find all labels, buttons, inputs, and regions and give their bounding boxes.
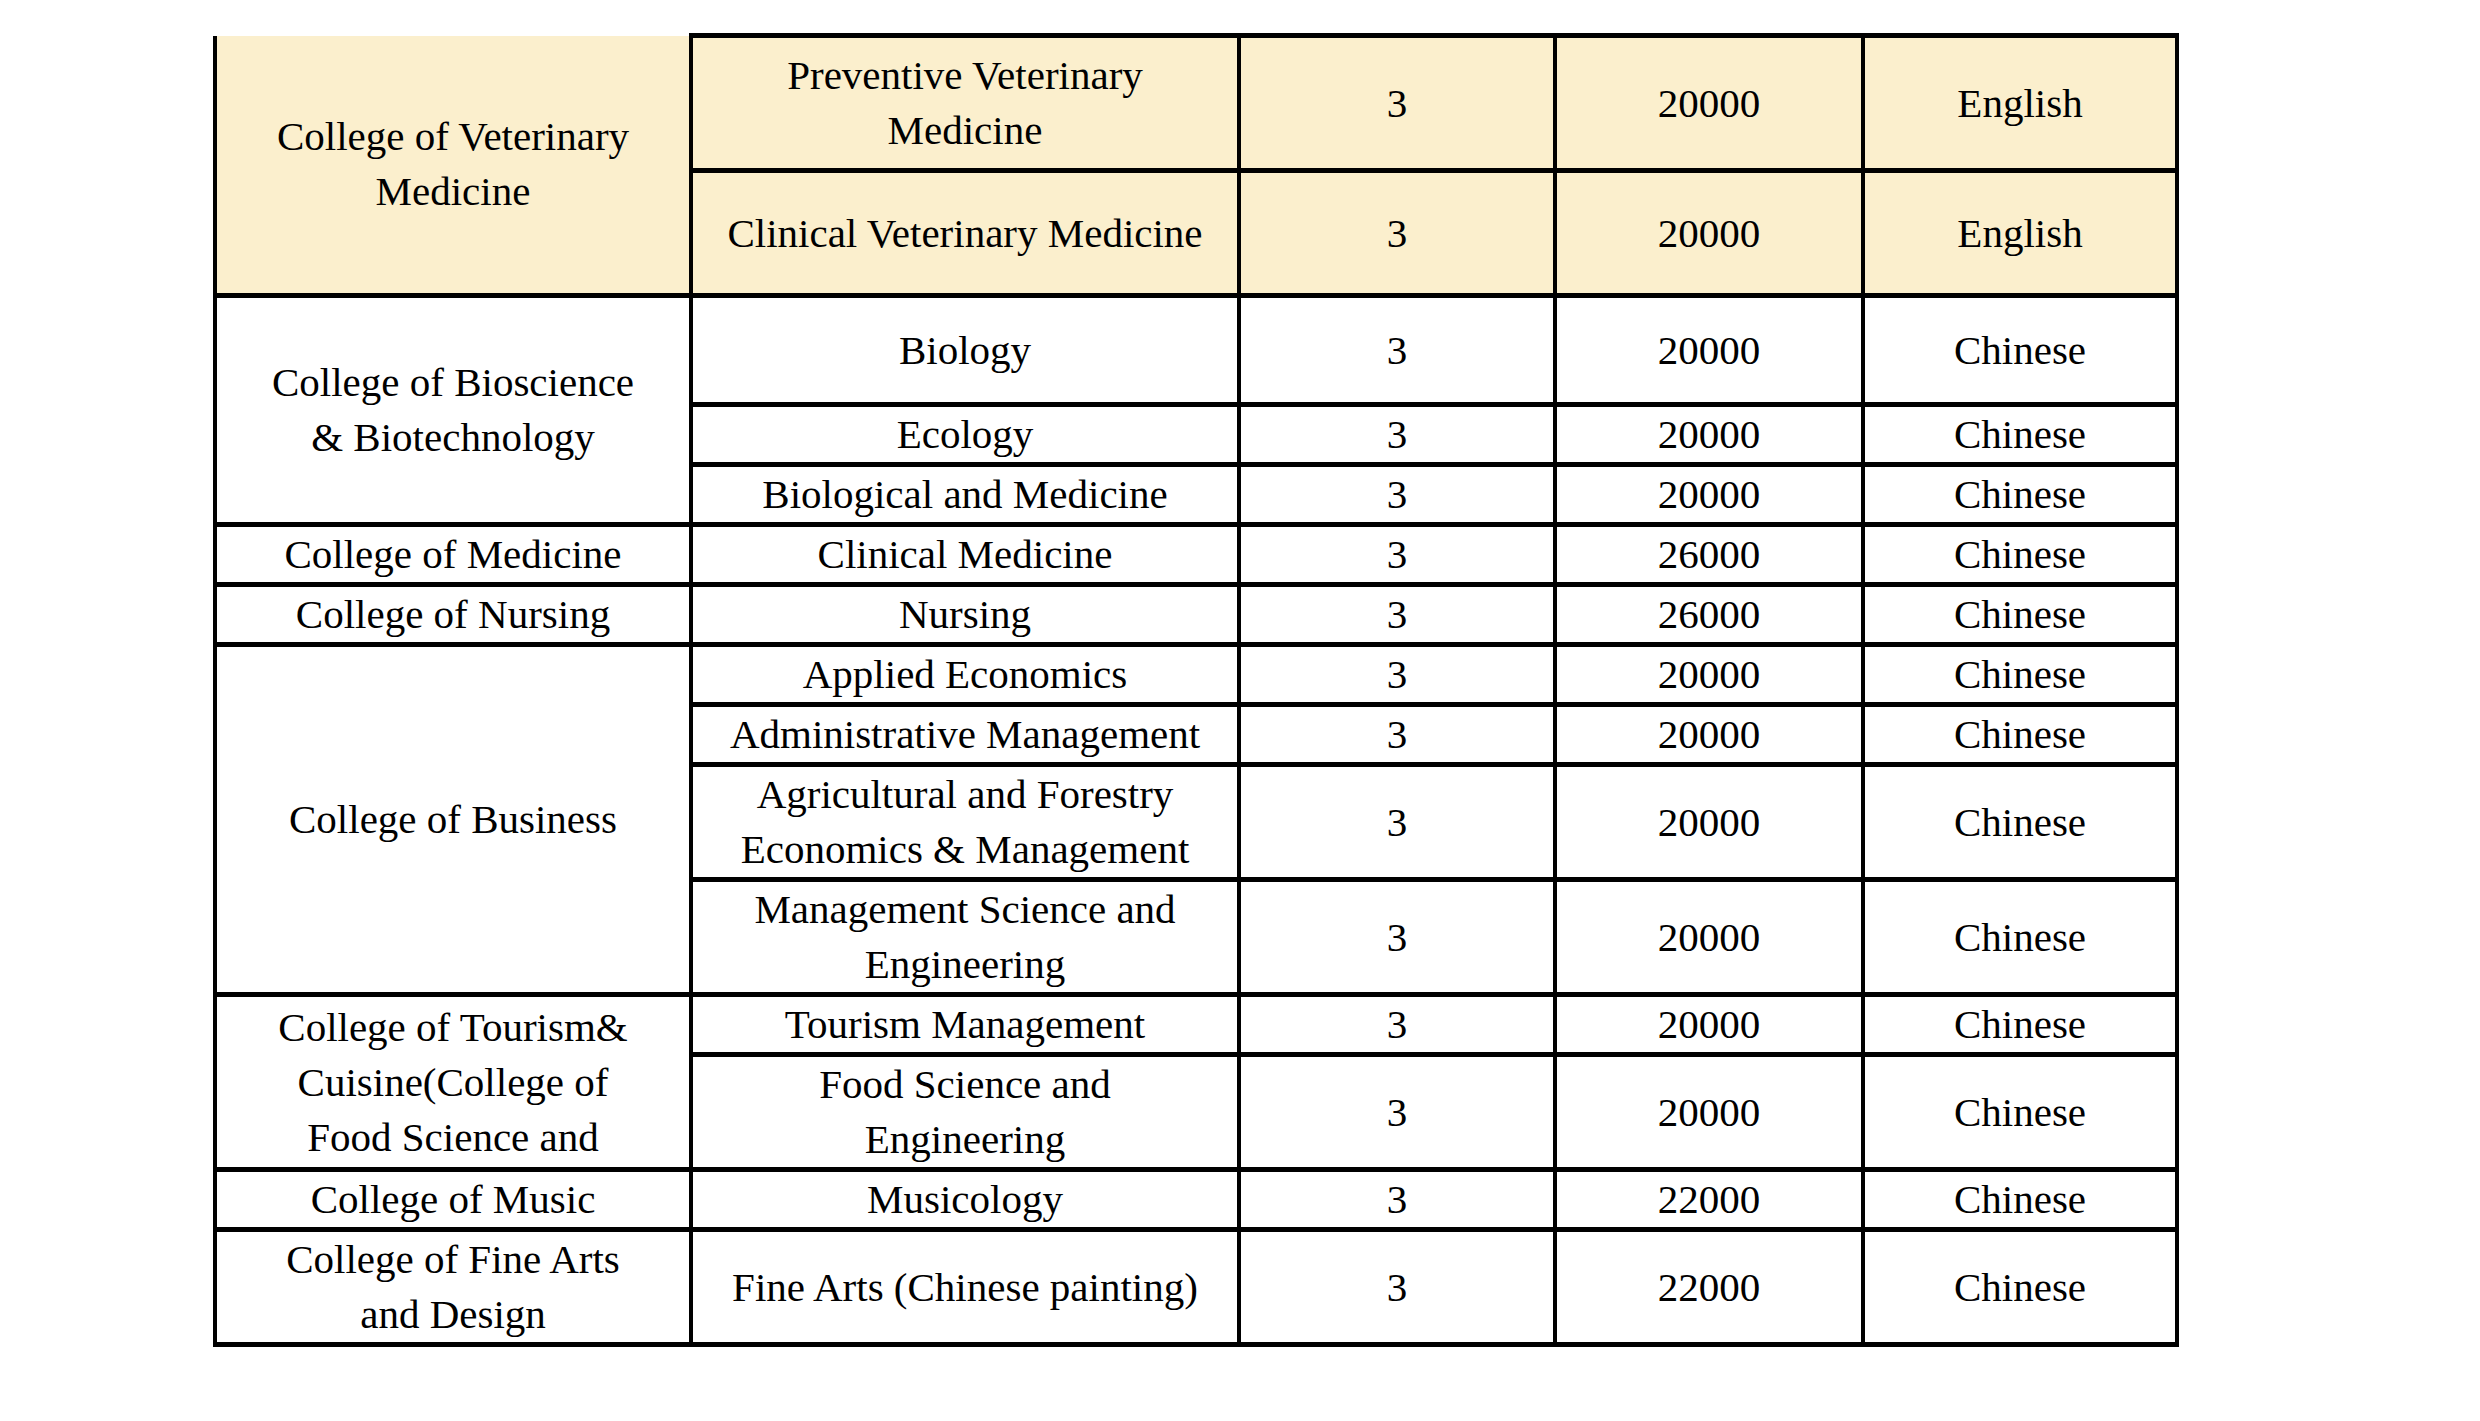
major-cell: Food Science and Engineering [691,1055,1239,1170]
college-cell: College of Fine Arts and Design [215,1230,691,1345]
language-cell: Chinese [1863,1055,2177,1170]
tuition-cell: 26000 [1555,525,1863,585]
language-cell: Chinese [1863,585,2177,645]
tuition-cell: 20000 [1555,765,1863,880]
major-cell: Clinical Veterinary Medicine [691,171,1239,296]
table-row: College of Music Musicology 3 22000 Chin… [215,1170,2177,1230]
tuition-cell: 20000 [1555,296,1863,405]
language-cell: Chinese [1863,705,2177,765]
major-cell: Biological and Medicine [691,465,1239,525]
college-cell: College of Bioscience & Biotechnology [215,296,691,525]
language-cell: English [1863,171,2177,296]
duration-cell: 3 [1239,995,1555,1055]
tuition-cell: 20000 [1555,1055,1863,1170]
tuition-cell: 22000 [1555,1230,1863,1345]
tuition-cell: 22000 [1555,1170,1863,1230]
major-cell: Management Science and Engineering [691,880,1239,995]
duration-cell: 3 [1239,171,1555,296]
major-cell: Musicology [691,1170,1239,1230]
college-cell: College of Tourism& Cuisine(College of F… [215,995,691,1170]
duration-cell: 3 [1239,705,1555,765]
tuition-cell: 20000 [1555,995,1863,1055]
college-cell: College of Medicine [215,525,691,585]
major-cell: Fine Arts (Chinese painting) [691,1230,1239,1345]
table-row: College of Business Applied Economics 3 … [215,645,2177,705]
tuition-cell: 26000 [1555,585,1863,645]
college-cell: College of Music [215,1170,691,1230]
tuition-table: College of Veterinary Medicine Preventiv… [213,33,2179,1347]
language-cell: Chinese [1863,405,2177,465]
college-cell: College of Business [215,645,691,995]
table-row: College of Medicine Clinical Medicine 3 … [215,525,2177,585]
tuition-cell: 20000 [1555,405,1863,465]
language-cell: English [1863,36,2177,171]
table-row: College of Tourism& Cuisine(College of F… [215,995,2177,1055]
duration-cell: 3 [1239,36,1555,171]
tuition-cell: 20000 [1555,705,1863,765]
major-cell: Tourism Management [691,995,1239,1055]
table-row: College of Nursing Nursing 3 26000 Chine… [215,585,2177,645]
tuition-cell: 20000 [1555,880,1863,995]
major-cell: Ecology [691,405,1239,465]
table-row: College of Fine Arts and Design Fine Art… [215,1230,2177,1345]
major-cell: Preventive Veterinary Medicine [691,36,1239,171]
major-cell: Applied Economics [691,645,1239,705]
language-cell: Chinese [1863,525,2177,585]
college-cell: College of Veterinary Medicine [215,36,691,296]
tuition-cell: 20000 [1555,36,1863,171]
language-cell: Chinese [1863,296,2177,405]
duration-cell: 3 [1239,405,1555,465]
college-cell: College of Nursing [215,585,691,645]
table-row: College of Bioscience & Biotechnology Bi… [215,296,2177,405]
duration-cell: 3 [1239,585,1555,645]
language-cell: Chinese [1863,465,2177,525]
major-cell: Biology [691,296,1239,405]
duration-cell: 3 [1239,645,1555,705]
duration-cell: 3 [1239,1230,1555,1345]
duration-cell: 3 [1239,296,1555,405]
language-cell: Chinese [1863,1170,2177,1230]
language-cell: Chinese [1863,765,2177,880]
major-cell: Nursing [691,585,1239,645]
tuition-table-container: College of Veterinary Medicine Preventiv… [213,33,2179,1347]
major-cell: Agricultural and Forestry Economics & Ma… [691,765,1239,880]
language-cell: Chinese [1863,645,2177,705]
language-cell: Chinese [1863,1230,2177,1345]
duration-cell: 3 [1239,765,1555,880]
major-cell: Clinical Medicine [691,525,1239,585]
tuition-cell: 20000 [1555,645,1863,705]
duration-cell: 3 [1239,465,1555,525]
language-cell: Chinese [1863,880,2177,995]
language-cell: Chinese [1863,995,2177,1055]
duration-cell: 3 [1239,1170,1555,1230]
duration-cell: 3 [1239,880,1555,995]
tuition-cell: 20000 [1555,171,1863,296]
major-cell: Administrative Management [691,705,1239,765]
duration-cell: 3 [1239,1055,1555,1170]
tuition-cell: 20000 [1555,465,1863,525]
table-row: College of Veterinary Medicine Preventiv… [215,36,2177,171]
duration-cell: 3 [1239,525,1555,585]
